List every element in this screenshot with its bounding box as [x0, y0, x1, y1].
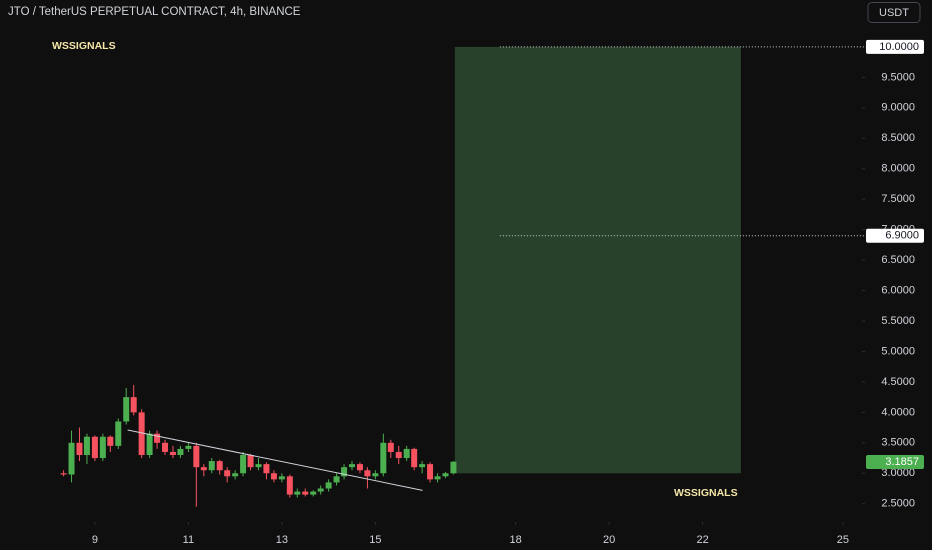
x-tick-label: 13	[276, 534, 288, 546]
currency-button[interactable]	[867, 2, 921, 23]
candle-body	[364, 470, 371, 477]
y-tick-label: 5.0000	[881, 345, 915, 357]
position-box	[454, 46, 741, 474]
candle-body	[387, 442, 394, 452]
candle-body	[403, 448, 410, 459]
x-tick-label: 9	[92, 534, 98, 546]
candle-body	[177, 448, 184, 455]
candle-body	[341, 467, 348, 477]
candle-body	[123, 397, 130, 422]
candle-body	[450, 461, 457, 474]
candle-body	[146, 433, 153, 455]
candle-body	[91, 436, 98, 459]
candle-body	[208, 461, 215, 471]
candle-body	[83, 436, 90, 455]
x-tick-label: 25	[837, 534, 849, 546]
candle-body	[255, 464, 262, 468]
candle-body	[169, 451, 176, 455]
x-tick-label: 11	[183, 534, 194, 546]
candle-body	[162, 442, 169, 452]
candle-body	[185, 445, 192, 449]
candle-body	[115, 421, 122, 446]
y-tick-label: 9.5000	[881, 71, 915, 83]
price-label: 6.9000	[885, 230, 919, 242]
price-label-box	[866, 39, 924, 54]
candle-body	[442, 473, 449, 477]
candle-body	[240, 454, 247, 474]
watermark: WSSIGNALS	[52, 40, 116, 52]
candle-body	[270, 473, 277, 480]
y-tick-label: 7.5000	[881, 193, 915, 205]
candle-body	[232, 473, 239, 477]
candle-body	[411, 448, 418, 468]
candle-body	[294, 491, 301, 495]
candle-body	[216, 461, 223, 471]
candle-body	[434, 476, 441, 480]
candle-body	[310, 491, 317, 495]
y-tick-label: 9.0000	[881, 102, 915, 114]
candle-body	[372, 473, 379, 477]
last-price-box	[866, 454, 924, 469]
candle-body	[419, 464, 426, 468]
candle-body	[302, 491, 309, 495]
candle-body	[99, 436, 106, 459]
last-price-label: 3.1857	[885, 456, 919, 468]
candle-body	[427, 464, 434, 480]
candle-body	[130, 397, 137, 413]
candle-body	[60, 473, 67, 475]
candle-body	[333, 476, 340, 483]
x-tick-label: 22	[696, 534, 708, 546]
candle-body	[76, 442, 83, 455]
y-tick-label: 3.0000	[881, 467, 915, 479]
y-tick-label: 5.5000	[881, 315, 915, 327]
candle-body	[68, 442, 75, 475]
candle-body	[247, 454, 254, 468]
y-tick-label: 4.0000	[881, 406, 915, 418]
y-tick-label: 6.5000	[881, 254, 915, 266]
candle-body	[325, 482, 332, 489]
candle-body	[317, 488, 324, 492]
y-tick-label: 6.0000	[881, 284, 915, 296]
candle-body	[278, 476, 285, 480]
candle-body	[380, 442, 387, 474]
candle-body	[356, 464, 363, 471]
x-tick-label: 20	[603, 534, 615, 546]
x-tick-label: 18	[509, 534, 521, 546]
candle-body	[395, 451, 402, 459]
price-label: 10.0000	[879, 41, 919, 53]
currency-label[interactable]: USDT	[879, 7, 909, 19]
candle-body	[200, 467, 207, 471]
trendline	[127, 429, 423, 491]
candle-body	[286, 476, 293, 495]
x-tick-label: 15	[369, 534, 381, 546]
candle-body	[224, 470, 231, 477]
candle-body	[193, 445, 200, 468]
y-tick-label: 8.5000	[881, 132, 915, 144]
y-tick-label: 4.5000	[881, 376, 915, 388]
candle-body	[107, 436, 114, 446]
candle-body	[154, 433, 161, 443]
y-tick-label: 2.5000	[881, 498, 915, 510]
candle-body	[263, 464, 270, 474]
candle-body	[138, 412, 145, 455]
price-label-box	[866, 228, 924, 243]
chart-title: JTO / TetherUS PERPETUAL CONTRACT, 4h, B…	[8, 6, 301, 18]
watermark: WSSIGNALS	[674, 487, 738, 499]
candle-body	[348, 464, 355, 468]
y-tick-label: 3.5000	[881, 437, 915, 449]
y-tick-label: 8.0000	[881, 163, 915, 175]
